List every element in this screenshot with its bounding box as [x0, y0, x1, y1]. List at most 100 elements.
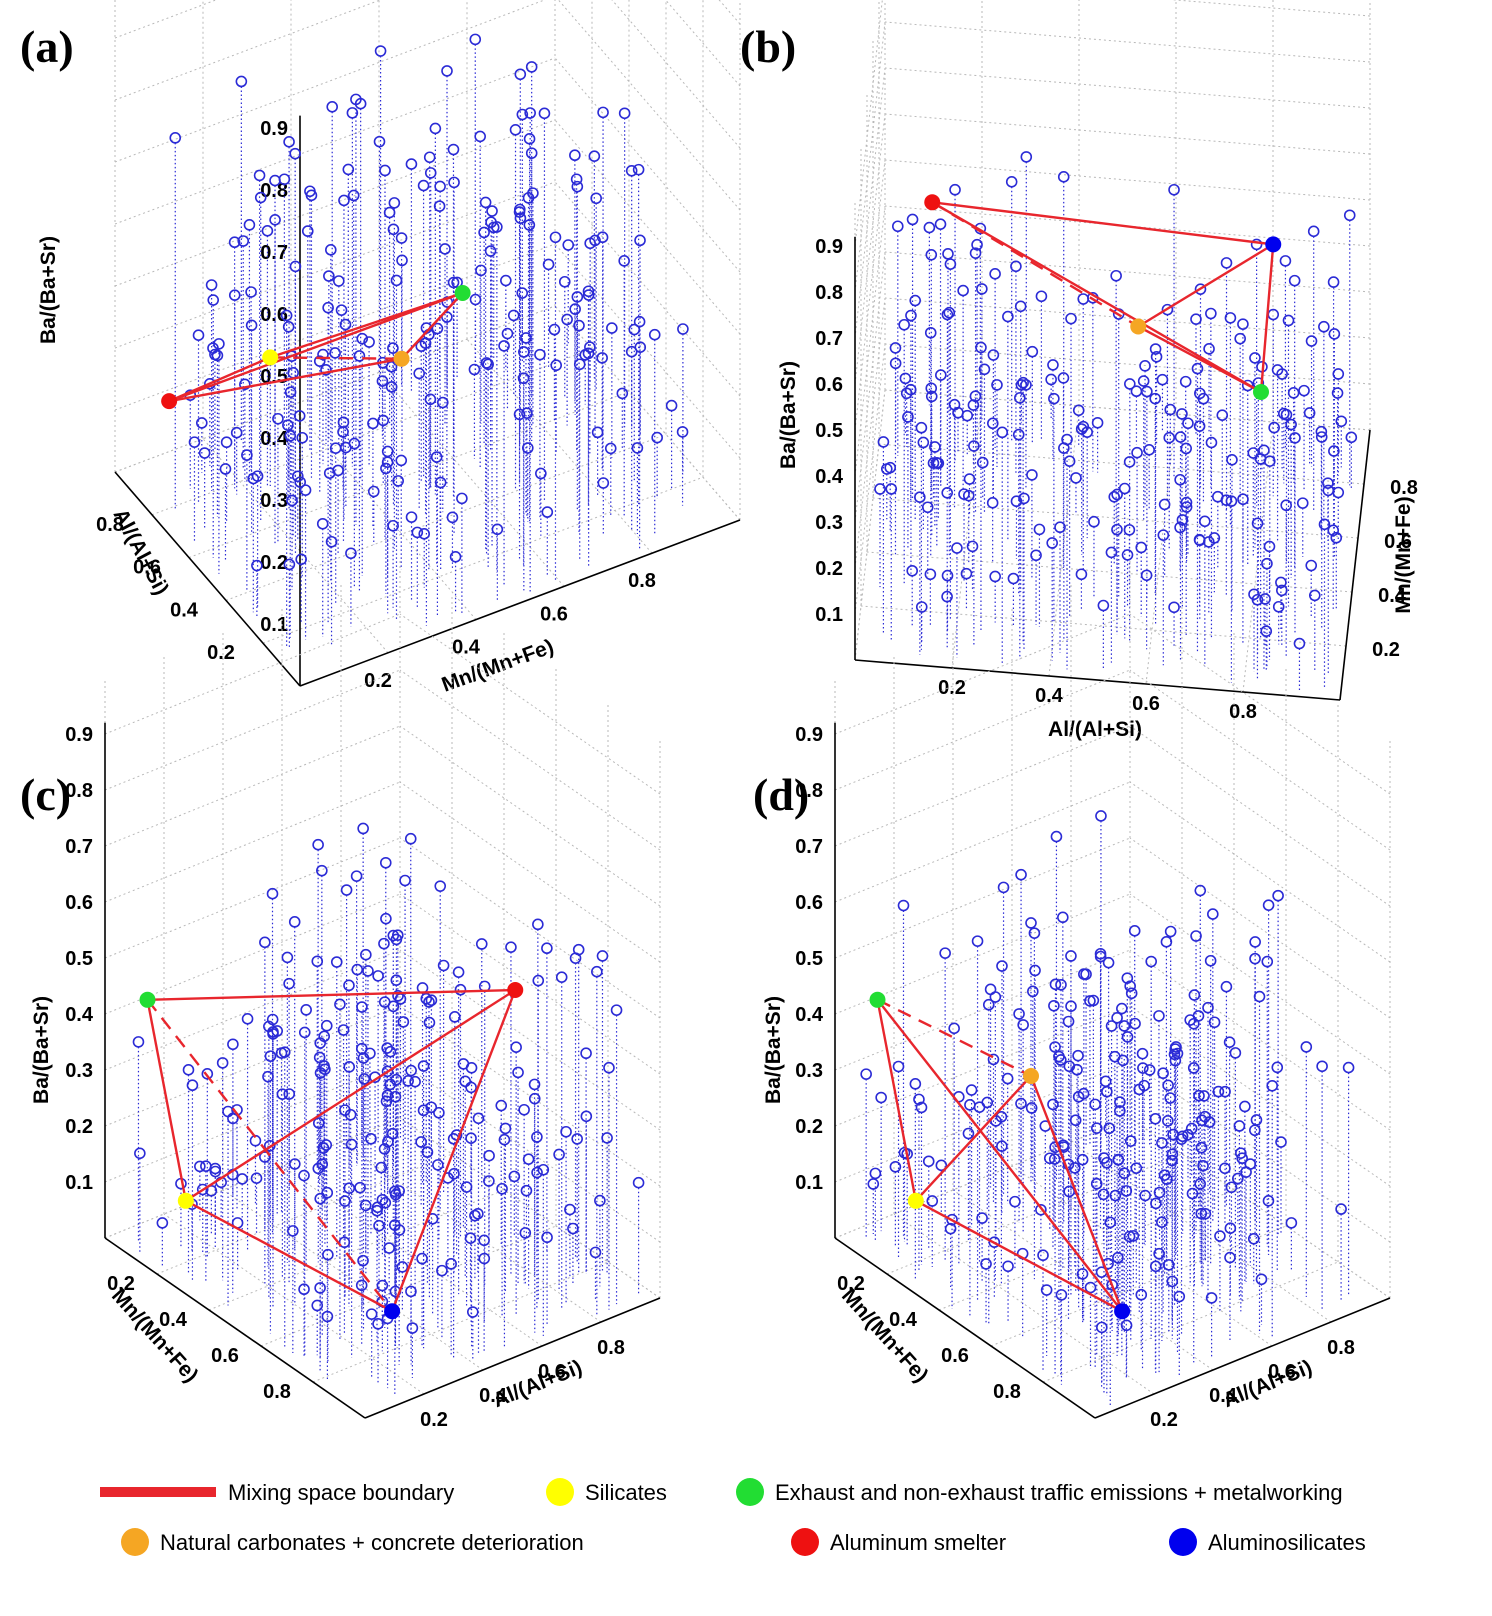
sample-point: [889, 342, 902, 354]
sample-point: [1180, 496, 1193, 509]
sample-point: [321, 1186, 334, 1199]
sample-point: [1315, 431, 1328, 443]
sample-point: [459, 1075, 472, 1088]
sample-point: [374, 45, 387, 57]
z-tick-label: 0.7: [815, 328, 843, 350]
sample-point: [570, 173, 583, 186]
sample-point: [198, 447, 211, 459]
sample-point: [548, 323, 561, 336]
boundary-edge: [1137, 325, 1262, 394]
sample-point: [625, 164, 638, 177]
sample-point: [298, 1026, 311, 1039]
sample-point: [541, 506, 554, 518]
endmember-point: [507, 982, 524, 998]
sample-point: [584, 341, 596, 353]
sample-point: [372, 1318, 384, 1330]
sample-point: [272, 412, 284, 425]
sample-point: [475, 938, 488, 950]
sample-point: [312, 1117, 325, 1129]
sample-point: [1168, 183, 1180, 196]
sample-point: [1208, 532, 1221, 544]
sample-point: [421, 1146, 434, 1158]
sample-point: [1124, 1135, 1137, 1147]
sample-point: [1285, 1217, 1298, 1229]
sample-point: [1236, 1152, 1248, 1165]
sample-point: [379, 1196, 392, 1209]
sample-point: [325, 244, 337, 256]
sample-point: [339, 318, 352, 331]
sample-point: [1137, 1062, 1149, 1074]
axes-frame: [854, 236, 1371, 701]
sample-point: [1182, 417, 1194, 430]
grid-line: [611, 0, 741, 149]
grid-line: [114, 243, 556, 411]
sample-point: [1305, 335, 1318, 347]
sample-point: [986, 417, 999, 430]
sample-point: [1157, 529, 1170, 541]
sample-point: [390, 274, 403, 287]
sample-point: [402, 1075, 414, 1087]
sample-point: [329, 347, 341, 359]
sample-point: [343, 979, 355, 992]
y-axis-label: Mn/(Mn+Fe): [837, 1284, 933, 1387]
sample-point: [561, 313, 573, 326]
sample-point: [219, 463, 232, 475]
sample-point: [474, 130, 486, 143]
z-tick-label: 0.1: [815, 604, 843, 626]
sample-point: [381, 445, 394, 458]
x-tick-label: 0.2: [1150, 1409, 1178, 1431]
sample-point: [251, 559, 263, 572]
sample-point: [1109, 1050, 1121, 1063]
sample-point: [357, 822, 369, 835]
sample-point: [338, 194, 350, 207]
sample-point: [522, 1153, 535, 1165]
sample-point: [1045, 373, 1057, 386]
sample-point: [392, 475, 404, 487]
sample-point: [241, 1013, 254, 1025]
sample-point: [1099, 1075, 1112, 1088]
x-tick-label: 0.4: [479, 1385, 508, 1407]
sample-point: [522, 192, 535, 204]
sample-point: [1330, 531, 1343, 544]
sample-point: [269, 214, 281, 226]
sample-point: [1156, 1137, 1168, 1149]
sample-point: [1116, 1002, 1128, 1015]
sample-point: [423, 996, 435, 1008]
sample-point: [245, 286, 257, 298]
sample-point: [1009, 1195, 1021, 1208]
sample-point: [188, 436, 201, 448]
y-tick-label: 0.2: [207, 642, 235, 664]
sample-point: [606, 322, 618, 334]
sample-point: [1153, 1010, 1165, 1022]
sample-point: [355, 1279, 368, 1292]
sample-point: [516, 287, 529, 299]
x-tick-label: 0.2: [938, 677, 966, 699]
sample-point: [1251, 517, 1264, 530]
sample-point: [976, 283, 988, 295]
sample-point: [1047, 359, 1059, 371]
axis-line: [364, 1297, 661, 1419]
grid-line: [114, 0, 218, 39]
sample-point: [243, 219, 256, 231]
grid-line: [834, 613, 1131, 735]
sample-point: [1293, 637, 1306, 650]
sample-point: [1037, 1249, 1049, 1262]
z-tick-label: 0.8: [260, 180, 288, 202]
sample-point: [1139, 1189, 1151, 1202]
sample-point: [542, 258, 555, 271]
sample-point: [1080, 968, 1092, 981]
sample-point: [1174, 431, 1187, 443]
sample-point: [342, 163, 355, 176]
sample-point: [373, 1219, 385, 1232]
sample-point: [1097, 599, 1110, 612]
boundary-edge: [1137, 243, 1274, 328]
sample-point: [1162, 1079, 1174, 1092]
legend-label: Aluminosilicates: [1208, 1530, 1366, 1555]
sample-point: [405, 511, 418, 523]
sample-point: [373, 135, 386, 148]
sample-point: [1153, 1247, 1165, 1260]
sample-point: [205, 279, 218, 291]
sample-point: [483, 1149, 495, 1162]
sample-point: [376, 1279, 389, 1292]
sample-point: [1048, 999, 1060, 1012]
